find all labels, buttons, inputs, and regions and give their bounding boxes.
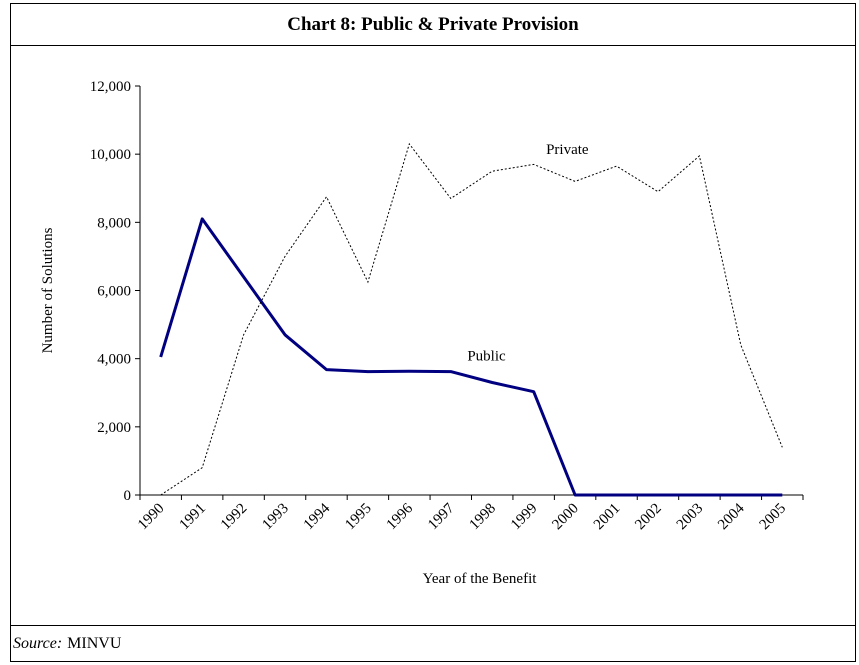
chart-frame: Chart 8: Public & Private Provision Sour…	[10, 3, 856, 662]
x-tick-label: 1997	[425, 500, 458, 533]
x-tick-label: 2004	[715, 500, 748, 533]
y-tick-label: 10,000	[90, 147, 131, 163]
x-tick-label: 1998	[467, 501, 500, 534]
chart-title: Chart 8: Public & Private Provision	[11, 4, 855, 46]
x-tick-label: 1991	[176, 501, 209, 534]
x-tick-label: 1995	[342, 501, 375, 534]
series-label-public: Public	[467, 348, 506, 364]
y-tick-label: 12,000	[90, 79, 131, 95]
x-tick-label: 1992	[218, 501, 251, 534]
series-line-private	[160, 142, 783, 496]
x-tick-label: 1990	[135, 501, 168, 534]
y-tick-label: 6,000	[97, 284, 131, 300]
x-tick-label: 1993	[259, 501, 292, 534]
x-tick-label: 2003	[674, 501, 707, 534]
x-tick-label: 1999	[508, 501, 541, 534]
x-tick-label: 1994	[301, 500, 334, 533]
source-label: Source:	[13, 634, 63, 652]
x-axis-title: Year of the Benefit	[423, 571, 538, 587]
series-label-private: Private	[546, 142, 589, 158]
x-tick-label: 1996	[384, 500, 417, 533]
y-axis-title: Number of Solutions	[40, 227, 56, 353]
series-line-public	[159, 217, 783, 497]
x-tick-label: 2000	[549, 501, 582, 534]
x-tick-label: 2001	[591, 501, 624, 534]
x-tick-label: 2005	[757, 501, 790, 534]
chart-labels: Number of Solutions Year of the Benefit Pu…	[40, 142, 589, 587]
y-tick-label: 4,000	[97, 352, 131, 368]
y-tick-label: 2,000	[97, 420, 131, 436]
x-tick-label: 2002	[632, 501, 665, 534]
chart-series	[159, 142, 783, 497]
source-note: Source: MINVU	[11, 625, 855, 661]
y-tick-label: 0	[124, 488, 132, 504]
source-text: MINVU	[67, 634, 122, 652]
y-tick-label: 8,000	[97, 215, 131, 231]
